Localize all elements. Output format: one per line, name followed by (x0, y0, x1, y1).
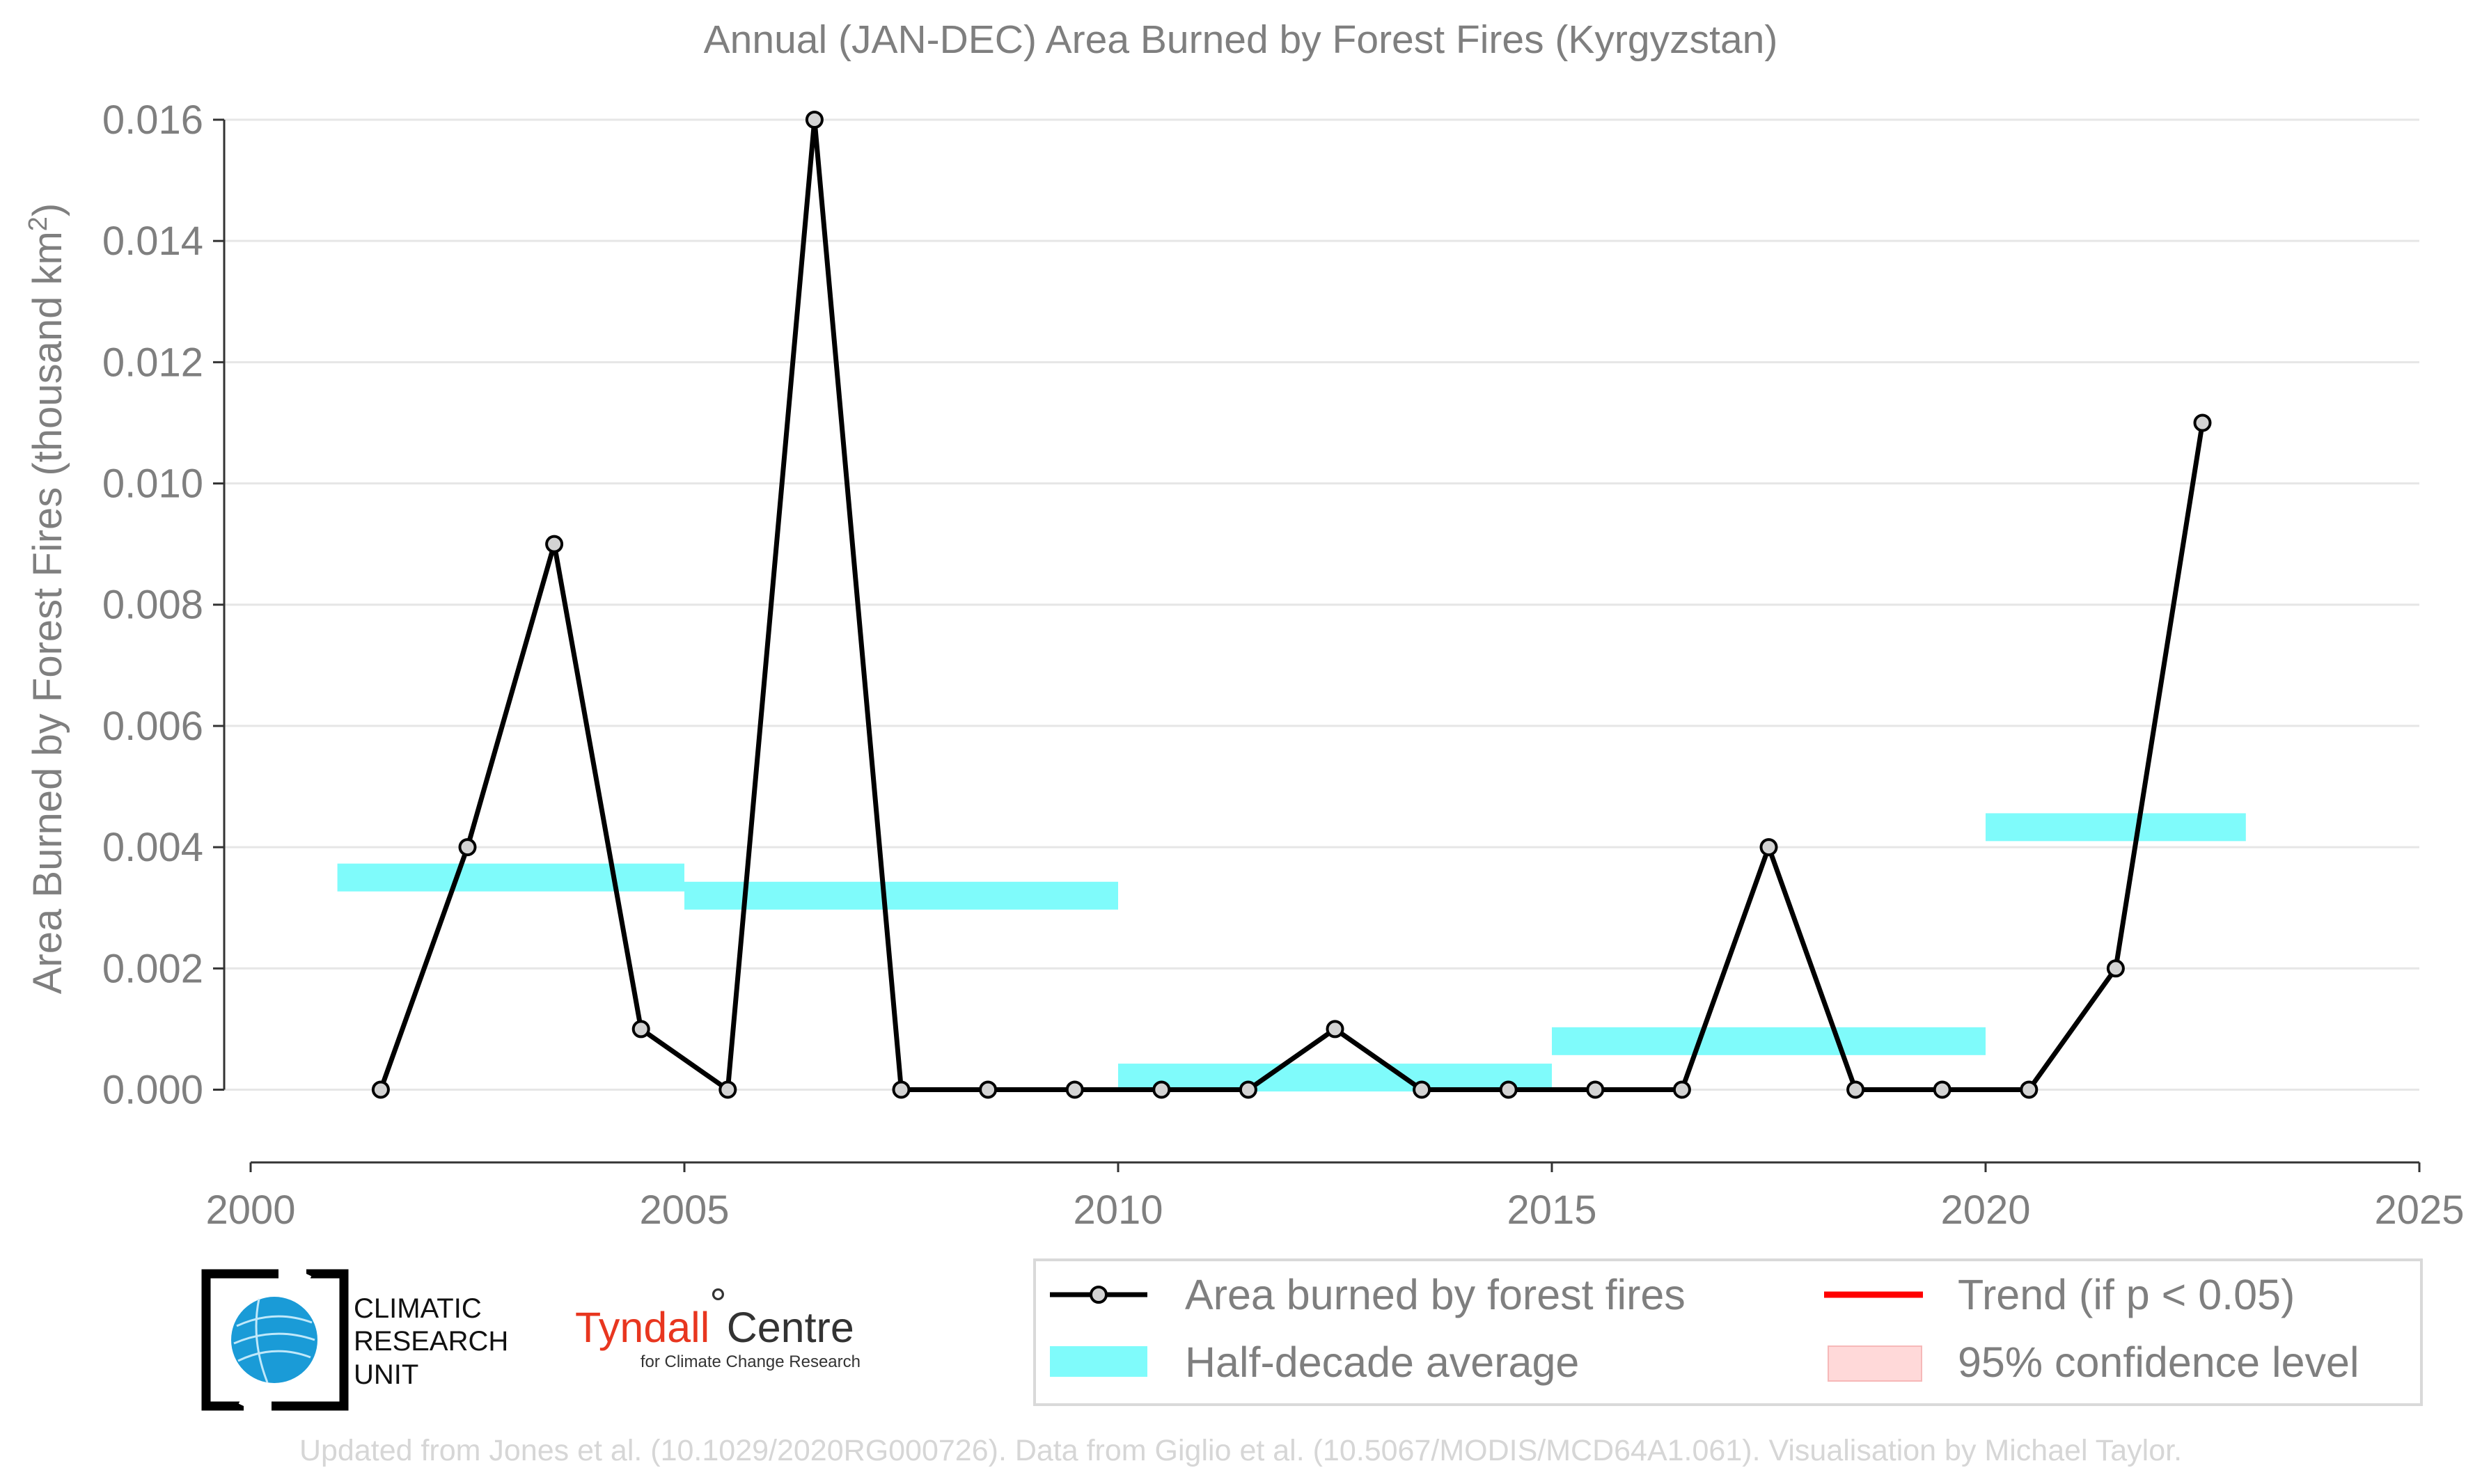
half-decade-band (1986, 813, 2246, 842)
series-line (378, 117, 2205, 1092)
y-tick-label: 0.000 (102, 1067, 203, 1112)
cru-logo: CLIMATIC RESEARCH UNIT (201, 1269, 508, 1411)
y-axis-label: Area Burned by Forest Fires (thousand km… (24, 203, 70, 995)
y-tick-label: 0.012 (102, 340, 203, 385)
gridlines (224, 118, 2419, 1091)
y-tick-labels: 0.000 0.002 0.004 0.006 0.008 0.010 0.012 0.014… (102, 97, 203, 1112)
y-tick-label: 0.002 (102, 946, 203, 991)
tyndall-subtitle: for Climate Change Research (641, 1352, 861, 1371)
x-tick-label: 2005 (639, 1187, 729, 1233)
x-tick-label: 2010 (1073, 1187, 1163, 1233)
half-decade-band (1118, 1064, 1552, 1092)
legend-ci-swatch (1828, 1345, 1922, 1382)
half-decade-band (1552, 1027, 1986, 1055)
y-tick-label: 0.004 (102, 825, 203, 870)
data-point (371, 1080, 390, 1099)
x-tick-label: 2000 (205, 1187, 295, 1233)
tyndall-logo: Tyndall°Centre for Climate Change Resear… (575, 1280, 861, 1371)
data-point (631, 1020, 650, 1039)
x-tick-label: 2025 (2374, 1187, 2464, 1233)
y-tick-label: 0.016 (102, 97, 203, 143)
axes (213, 118, 2421, 1172)
half-decade-band (337, 863, 684, 892)
series-area-burned (371, 111, 2212, 1099)
legend-label-half-decade: Half-decade average (1185, 1339, 1579, 1386)
half-decade-band (684, 881, 1118, 910)
data-point (1065, 1080, 1084, 1099)
tyndall-wordmark: Tyndall°Centre (575, 1280, 854, 1351)
data-point (1326, 1020, 1344, 1039)
chart-title: Annual (JAN-DEC) Area Burned by Forest F… (704, 17, 1778, 62)
data-point (2106, 959, 2125, 978)
cru-line-2: RESEARCH (354, 1326, 508, 1357)
data-point (2193, 413, 2212, 432)
y-tick-label: 0.014 (102, 219, 203, 264)
data-point (1499, 1080, 1518, 1099)
legend-label-trend: Trend (if p < 0.05) (1958, 1271, 2295, 1318)
half-decade-bands (337, 813, 2246, 1092)
x-tick-label: 2015 (1507, 1187, 1596, 1233)
data-point (1586, 1080, 1605, 1099)
legend: Area burned by forest fires Trend (if p … (1033, 1258, 2423, 1406)
data-point (2020, 1080, 2039, 1099)
legend-label-confidence: 95% confidence level (1958, 1339, 2359, 1386)
data-point (1413, 1080, 1431, 1099)
data-point (458, 838, 477, 857)
y-tick-label: 0.006 (102, 704, 203, 749)
cru-line-3: UNIT (354, 1359, 418, 1390)
x-tick-label: 2020 (1940, 1187, 2030, 1233)
data-point (1759, 838, 1778, 857)
globe-lines (233, 1298, 315, 1383)
data-point (892, 1080, 911, 1099)
legend-box (1033, 1258, 2423, 1406)
data-point (1239, 1080, 1257, 1099)
data-point (1672, 1080, 1691, 1099)
legend-label-area-burned: Area burned by forest fires (1185, 1271, 1686, 1318)
data-point (1933, 1080, 1951, 1099)
x-tick-labels: 2000 2005 2010 2015 2020 2025 (205, 1187, 2464, 1233)
legend-marker-swatch (1090, 1286, 1108, 1304)
credit-line: Updated from Jones et al. (10.1029/2020R… (299, 1434, 2182, 1467)
cru-line-1: CLIMATIC (354, 1293, 482, 1324)
data-point (718, 1080, 737, 1099)
y-tick-label: 0.010 (102, 461, 203, 507)
data-point (545, 535, 564, 553)
legend-band-swatch (1050, 1346, 1147, 1377)
data-point (805, 111, 824, 129)
y-tick-label: 0.008 (102, 583, 203, 628)
data-point (1846, 1080, 1865, 1099)
cru-frame (201, 1269, 349, 1411)
data-point (1152, 1080, 1171, 1099)
data-point (979, 1080, 998, 1099)
